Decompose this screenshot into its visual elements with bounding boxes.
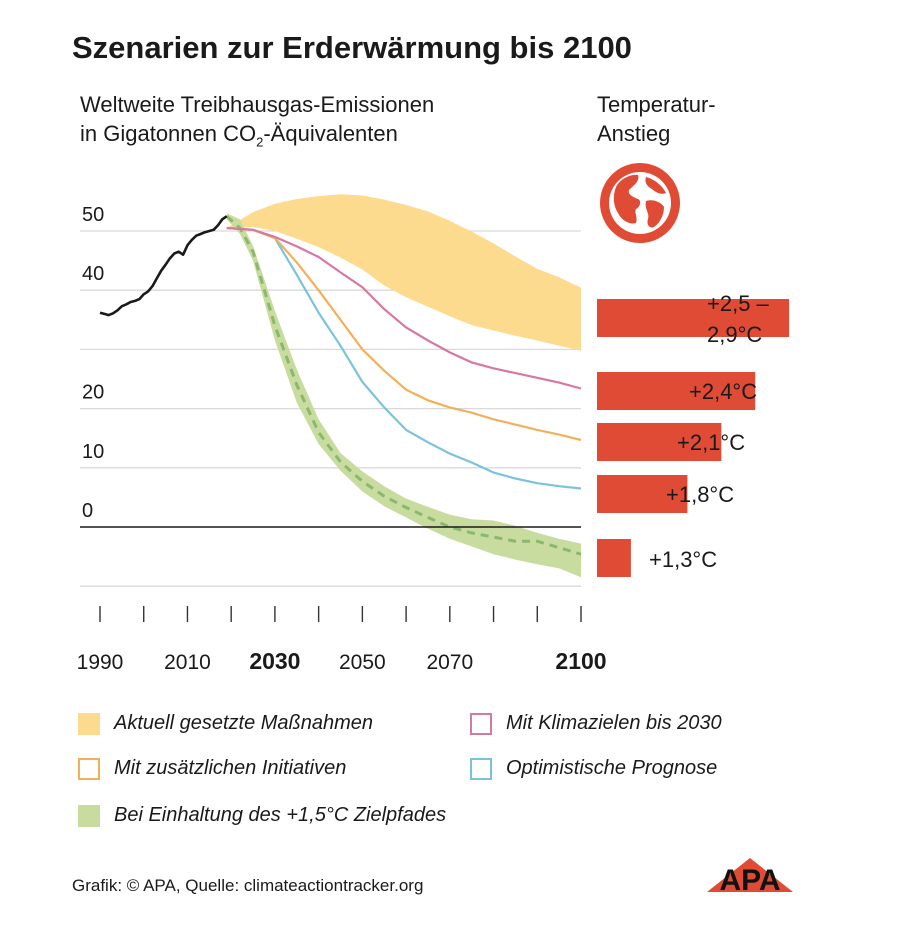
- x-tick-label: 1990: [77, 651, 124, 674]
- subtitle-subscript: 2: [256, 134, 264, 150]
- legend-swatch: [78, 757, 100, 780]
- temperature-header-line-1: Temperatur-: [597, 92, 716, 117]
- legend-label: Mit zusätzlichen Initiativen: [114, 757, 347, 779]
- apa-logo-triangle: [707, 858, 793, 892]
- x-tick-label: 2030: [249, 648, 300, 674]
- temperature-bar: [597, 475, 688, 513]
- temperature-bar: [597, 539, 631, 577]
- temperature-header: Temperatur- Anstieg: [597, 90, 716, 148]
- temperature-bar: [597, 423, 722, 461]
- legend-label: Mit Klimazielen bis 2030: [506, 712, 722, 734]
- y-tick-label: 20: [82, 382, 104, 404]
- legend-label: Aktuell gesetzte Maßnahmen: [114, 712, 374, 734]
- source-note: Grafik: © APA, Quelle: climateactiontrac…: [72, 876, 424, 895]
- apa-logo: APA: [707, 858, 793, 897]
- temperature-label: +2,5 –: [707, 291, 770, 316]
- bands: [226, 194, 582, 578]
- band-zielpfad: [226, 213, 582, 578]
- legend-item-optimistisch: Optimistische Prognose: [470, 757, 717, 780]
- temperature-label: +2,4°C: [689, 379, 757, 404]
- temperature-bar: [597, 372, 756, 410]
- apa-logo-text: APA: [719, 864, 780, 897]
- y-tick-label: 10: [82, 441, 104, 463]
- line-zielpfad: [225, 215, 582, 556]
- chart-title: Szenarien zur Erderwärmung bis 2100: [72, 30, 632, 65]
- legend-swatch: [470, 757, 492, 780]
- temperature-bar: [597, 299, 790, 337]
- x-tick-label: 2010: [164, 651, 211, 674]
- temperature-label: +1,8°C: [666, 482, 734, 507]
- y-tick-label: 40: [82, 263, 104, 285]
- legend-label: Bei Einhaltung des +1,5°C Zielpfades: [114, 804, 447, 826]
- subtitle-line-2-end: -Äquivalenten: [263, 121, 398, 146]
- temperature-label: +2,1°C: [677, 430, 745, 455]
- y-tick-label: 50: [82, 204, 104, 226]
- legend-item-initiativen: Mit zusätzlichen Initiativen: [78, 757, 346, 780]
- legend-item-zielpfad: Bei Einhaltung des +1,5°C Zielpfades: [78, 804, 446, 827]
- line-initiativen: [226, 226, 582, 442]
- legend-item-klimaziele: Mit Klimazielen bis 2030: [470, 712, 722, 735]
- chart-subtitle: Weltweite Treibhausgas-Emissionen in Gig…: [80, 90, 434, 156]
- band-aktuell: [226, 194, 582, 351]
- x-tick-label: 2050: [339, 651, 386, 674]
- temperature-header-line-2: Anstieg: [597, 121, 671, 146]
- line-optimistisch: [226, 226, 582, 490]
- legend-swatch: [470, 712, 492, 735]
- y-tick-label: 0: [82, 500, 93, 522]
- legend-swatch: [78, 804, 100, 827]
- legend-swatch: [78, 712, 100, 735]
- x-tick-label: 2070: [426, 651, 473, 674]
- series-lines: [99, 215, 582, 556]
- temperature-label: 2,9°C: [707, 322, 762, 347]
- line-historisch: [99, 215, 228, 317]
- subtitle-line-1: Weltweite Treibhausgas-Emissionen: [80, 92, 435, 117]
- axes: 0 10 20 40 50 1990 2010 2030 2050 2070 2100: [77, 204, 607, 674]
- line-klimaziele: [226, 226, 582, 390]
- temperature-label: +1,3°C: [649, 547, 717, 572]
- emissions-chart: 0 10 20 40 50 1990 2010 2030 2050 2070 2100 +2,5 –…: [77, 163, 790, 674]
- legend-item-aktuell: Aktuell gesetzte Maßnahmen: [78, 712, 373, 735]
- subtitle-line-2-start: in Gigatonnen CO: [80, 121, 257, 146]
- legend-label: Optimistische Prognose: [506, 757, 718, 779]
- temperature-bars: +2,5 – 2,9°C +2,4°C +2,1°C +1,8°C +1,3°C: [597, 291, 790, 577]
- x-tick-label: 2100: [555, 648, 606, 674]
- globe-icon: [600, 163, 680, 243]
